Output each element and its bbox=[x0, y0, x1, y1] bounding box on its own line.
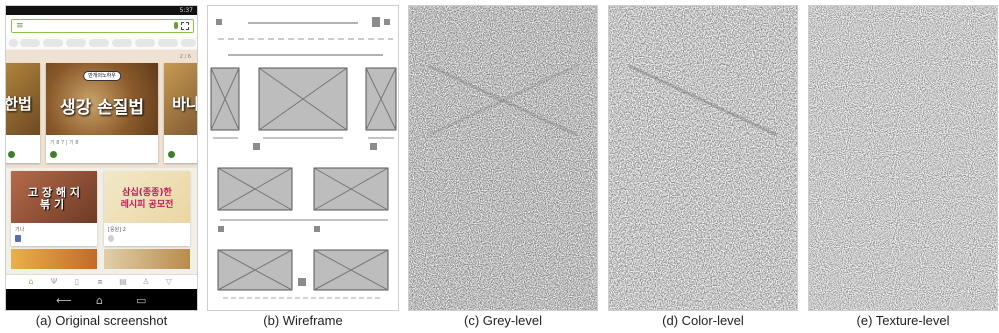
recipe-grid-meta: 기나 bbox=[15, 227, 25, 233]
utensils-icon[interactable]: Ψ bbox=[50, 277, 58, 286]
wireframe-drawing bbox=[210, 17, 397, 299]
user-icon bbox=[108, 235, 114, 242]
menu-icon[interactable]: ≡ bbox=[16, 21, 24, 31]
category-chip[interactable] bbox=[158, 39, 178, 47]
mic-icon[interactable] bbox=[174, 22, 178, 29]
bottom-tab-bar: ⌂ Ψ ▯ ⧈ ▤ ♙ ▽ bbox=[6, 274, 197, 289]
chef-icon[interactable]: ♙ bbox=[142, 277, 150, 286]
featured-card-prev[interactable]: 한법 bbox=[5, 63, 40, 163]
status-bar: 5:37 bbox=[6, 6, 197, 15]
featured-card-title: 바나 bbox=[172, 95, 198, 113]
home-icon[interactable]: ⌂ bbox=[28, 277, 34, 286]
category-chips bbox=[6, 37, 197, 49]
recipe-grid-title: 삼십(종종)한 레시피 공모전 bbox=[120, 188, 174, 210]
filter-icon[interactable]: ▽ bbox=[165, 277, 173, 286]
color-level-map bbox=[609, 6, 797, 310]
category-chip[interactable] bbox=[9, 39, 18, 47]
caption-grey: (c) Grey-level bbox=[463, 313, 542, 328]
home-button-icon[interactable]: ⌂ bbox=[96, 294, 103, 307]
user-icon bbox=[15, 235, 21, 242]
grey-level-panel bbox=[408, 5, 598, 311]
caption-wireframe: (b) Wireframe bbox=[263, 313, 343, 328]
wireframe-panel bbox=[207, 5, 399, 311]
featured-card-main[interactable]: 만개의노하우 생강 손질법 기 8 7 | 기 8 bbox=[46, 63, 158, 163]
author-avatar bbox=[50, 151, 57, 158]
category-chip[interactable] bbox=[89, 39, 109, 47]
recipe-image[interactable] bbox=[104, 249, 190, 269]
category-chip[interactable] bbox=[135, 39, 155, 47]
carousel-pager: 2 / 6 bbox=[179, 54, 191, 60]
featured-badge: 만개의노하우 bbox=[83, 71, 121, 81]
book-icon[interactable]: ▯ bbox=[74, 277, 80, 286]
recipe-grid-meta: [응원] 2 bbox=[108, 227, 126, 233]
texture-level-panel bbox=[808, 5, 998, 311]
recipe-image bbox=[104, 171, 190, 223]
featured-card-meta: 기 8 7 | 기 8 bbox=[50, 140, 79, 146]
category-chip[interactable] bbox=[43, 39, 63, 47]
category-chip[interactable] bbox=[112, 39, 132, 47]
color-level-panel bbox=[608, 5, 798, 311]
recipe-grid-card[interactable]: 삼십(종종)한 레시피 공모전 [응원] 2 bbox=[104, 171, 190, 246]
recipe-image bbox=[11, 171, 97, 223]
recipe-grid-card[interactable]: 고 장 해 지 볶 기 기나 bbox=[11, 171, 97, 246]
qr-scan-icon[interactable] bbox=[181, 22, 189, 30]
author-avatar bbox=[168, 151, 175, 158]
texture-level-map bbox=[809, 6, 997, 310]
status-time: 5:37 bbox=[179, 7, 193, 14]
search-bar[interactable]: ≡ bbox=[11, 19, 194, 33]
recipe-image bbox=[6, 63, 40, 135]
author-avatar bbox=[8, 151, 15, 158]
grey-level-map bbox=[409, 6, 597, 310]
cart-icon[interactable]: ⧈ bbox=[97, 277, 103, 286]
list-icon[interactable]: ▤ bbox=[119, 277, 127, 286]
recents-icon[interactable]: ▭ bbox=[136, 294, 147, 307]
featured-card-title: 생강 손질법 bbox=[59, 98, 145, 118]
featured-carousel[interactable]: 2 / 6 한법 만개의노하우 생강 손질법 기 8 7 | 기 8 바나 bbox=[6, 50, 197, 168]
category-chip[interactable] bbox=[66, 39, 86, 47]
caption-original: (a) Original screenshot bbox=[35, 313, 168, 328]
recipe-image[interactable] bbox=[11, 249, 97, 269]
recipe-image bbox=[164, 63, 197, 135]
featured-card-next[interactable]: 바나 bbox=[164, 63, 198, 163]
system-nav-bar: ⟵ ⌂ ▭ bbox=[6, 289, 197, 310]
category-chip[interactable] bbox=[181, 39, 196, 47]
caption-texture: (e) Texture-level bbox=[856, 313, 950, 328]
original-screenshot-panel: 5:37 ≡ 2 / 6 한법 만개의노하우 생강 손질법 기 8 7 | bbox=[5, 5, 198, 311]
recipe-grid-title: 고 장 해 지 볶 기 bbox=[28, 186, 80, 211]
category-chip[interactable] bbox=[20, 39, 40, 47]
featured-card-title: 한법 bbox=[5, 95, 32, 113]
app-toolbar: ≡ bbox=[6, 15, 197, 37]
back-icon[interactable]: ⟵ bbox=[56, 294, 72, 307]
caption-color: (d) Color-level bbox=[662, 313, 744, 328]
